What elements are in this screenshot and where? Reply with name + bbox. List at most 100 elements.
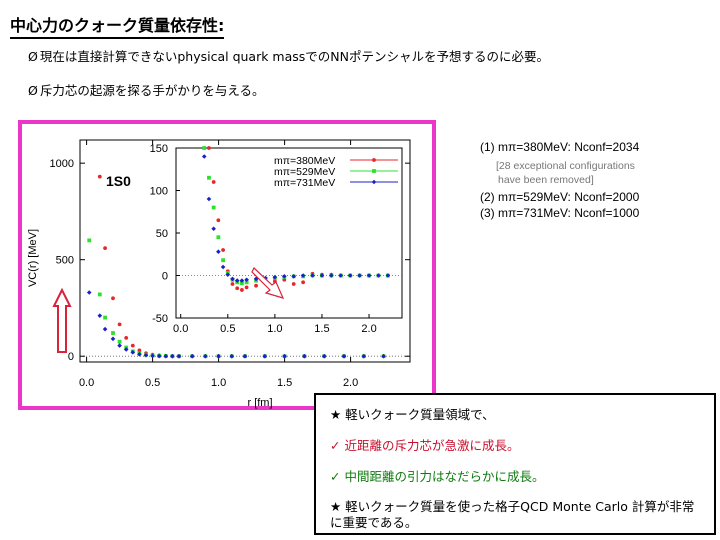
bullet-text-1: 現在は直接計算できないphysical quark massでのNNポテンシャル… [39,49,549,64]
legend-marker [372,169,376,173]
main-point [229,353,235,359]
inset-plot-frame [175,147,403,319]
inset-point [254,283,258,288]
inset-point [220,264,226,270]
x-axis-label: r [fm] [247,397,272,409]
legend-marker [372,158,376,162]
inset-point [202,146,207,150]
inset-point [253,276,259,282]
info-note-2: have been removed] [498,174,594,186]
inset-point [216,235,221,240]
inset-point [281,274,287,279]
inset-x-tick-label: 1.5 [314,323,329,335]
x-tick-label: 0.5 [145,377,160,389]
main-point [123,347,129,352]
main-point [97,313,103,318]
summary-line-1: ★ 軽いクォーク質量領域で、 [330,407,495,422]
x-tick-label: 0.0 [79,377,94,389]
main-point [176,353,182,359]
main-point [302,353,307,359]
main-point [262,353,268,359]
y-tick-label: 500 [56,255,74,267]
main-point [137,348,142,353]
inset-x-tick-label: 0.5 [220,323,235,335]
inset-point [235,286,240,291]
main-point [130,343,135,348]
legend-label: mπ=731MeV [274,177,335,189]
inset-y-tick-label: 50 [156,228,168,240]
x-tick-label: 2.0 [343,377,358,389]
main-point [163,353,169,359]
main-point [97,292,102,297]
inset-point [206,196,212,202]
summary-line-2: ✓ 近距離の斥力芯が急激に成長。 [330,438,520,453]
main-point [110,336,116,342]
y-tick-label: 0 [68,351,74,363]
main-point [143,352,149,358]
main-point [156,353,162,359]
inset-point [240,288,244,292]
inset-y-tick-label: 0 [162,271,168,283]
main-point [282,353,287,359]
main-point [170,353,175,359]
inset-point [221,258,225,263]
main-point [111,331,115,335]
inset-point [244,277,249,283]
main-plot-frame [79,139,411,363]
attraction-arrow-icon [251,267,285,299]
chart-highlight-frame [18,120,436,410]
main-point [189,353,195,359]
inset-point [239,278,245,283]
summary-box: ★ 軽いクォーク質量領域で、 ✓ 近距離の斥力芯が急激に成長。 ✓ 中間距離の引… [314,393,716,535]
inset-point [201,154,207,159]
inset-point [347,273,353,278]
bullet-arrow-icon: Ø [28,83,38,98]
main-point [117,343,122,348]
inset-point [211,226,216,232]
inset-point [244,280,249,285]
state-label: 1S0 [106,173,131,189]
inset-point [272,274,278,280]
y-axis-label: VC(r) [MeV] [27,229,39,287]
inset-point [216,218,221,223]
main-point [321,353,327,359]
main-point [203,353,208,359]
summary-line-3: ✓ 中間距離の引力はなだらかに成長。 [330,469,545,484]
inset-x-tick-label: 1.0 [267,323,282,335]
inset-point [221,248,225,252]
inset-point [357,273,362,278]
inset-point [225,272,231,277]
inset-point [216,249,221,254]
inset-point [211,205,216,210]
main-point [137,351,142,357]
main-point [103,246,107,251]
legend-label: mπ=529MeV [274,166,335,178]
main-point [242,353,248,359]
legend-label: mπ=380MeV [274,155,335,167]
bullet-text-2: 斥力芯の起源を探る手がかりを与える。 [39,83,265,98]
inset-point [376,273,381,278]
main-point [86,290,92,295]
inset-point [230,282,235,286]
main-point [87,238,92,243]
main-point [150,353,155,359]
inset-point [230,276,235,282]
inset-point [207,146,211,150]
growth-arrow-icon [52,287,72,353]
inset-point [211,180,216,184]
main-point [381,353,386,359]
main-point [103,315,107,320]
info-line-731: (3) mπ=731MeV: Nconf=1000 [480,206,640,220]
inset-x-tick-label: 2.0 [361,323,376,335]
inset-y-tick-label: 100 [150,186,168,198]
inset-point [338,273,344,278]
inset-point [244,285,249,290]
main-point [97,174,102,179]
main-point [117,322,122,327]
bullet-arrow-icon: Ø [28,49,38,64]
main-point [124,335,129,340]
inset-point [301,280,306,285]
inset-point [300,273,306,278]
main-point [111,296,115,301]
